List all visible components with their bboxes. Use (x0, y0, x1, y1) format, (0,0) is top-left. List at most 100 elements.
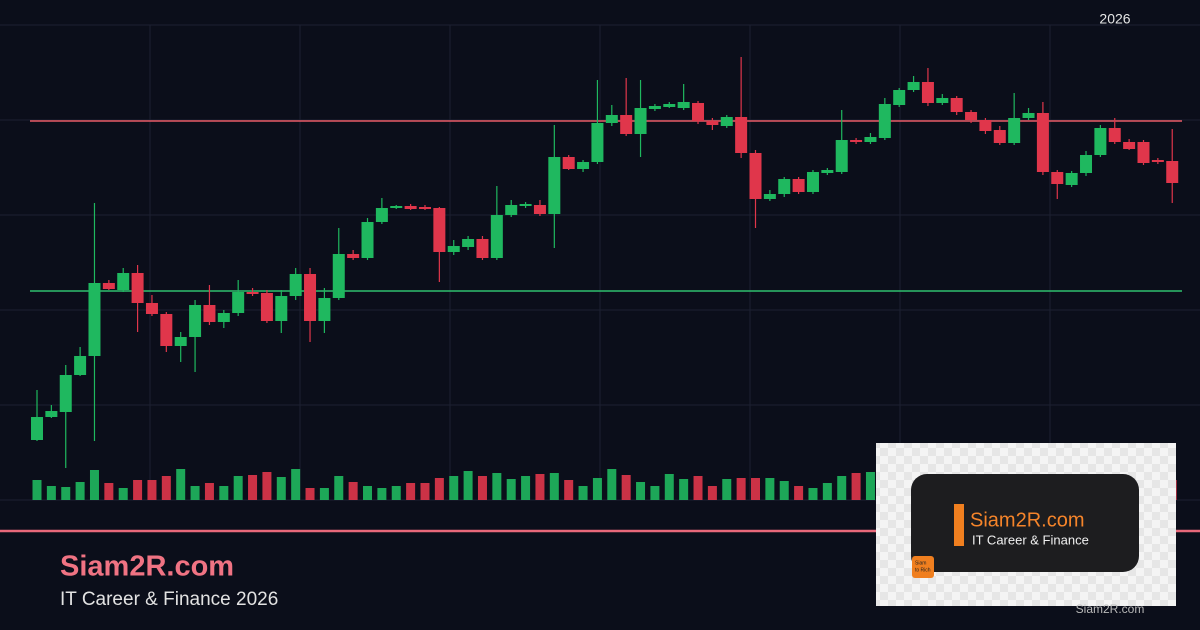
volume-bar (722, 479, 732, 500)
volume-bar (147, 480, 157, 500)
candle-body (965, 112, 978, 120)
candle-body (850, 140, 863, 142)
candle-body (720, 117, 733, 126)
volume-bar (751, 478, 760, 500)
volume-bar (535, 474, 545, 500)
volume-bar (636, 482, 646, 500)
candle-body (505, 205, 518, 215)
candle-body (232, 292, 245, 313)
logo-caption: Siam2R.com (1076, 602, 1145, 616)
volume-bar (808, 488, 818, 500)
candle-body (246, 292, 259, 294)
volume-bar (363, 486, 373, 500)
candle-body (907, 82, 920, 90)
candle-body (1108, 128, 1121, 142)
volume-bar (736, 478, 746, 500)
volume-bar (305, 488, 315, 500)
candle-body (1065, 173, 1078, 185)
candle-body (174, 337, 187, 346)
candle-body (878, 104, 891, 138)
volume-bar (664, 474, 674, 500)
candle-body (1051, 172, 1064, 184)
candle-body (519, 204, 532, 206)
volume-bar (693, 476, 703, 500)
volume-bar (607, 469, 617, 500)
candle-body (950, 98, 963, 112)
candle-body (1123, 142, 1136, 149)
candle-body (361, 222, 374, 258)
candle-body (418, 207, 431, 209)
volume-bar (248, 475, 258, 500)
candle-body (447, 246, 460, 252)
candle-body (390, 206, 403, 208)
candle-body (332, 254, 345, 298)
volume-bar (133, 480, 143, 500)
volume-bar (477, 476, 487, 500)
volume-bar (779, 481, 789, 500)
candle-body (893, 90, 906, 105)
candle-body (1094, 128, 1107, 155)
vertical-grid (149, 25, 1051, 500)
volume-bar (233, 476, 243, 500)
volume-bar (348, 482, 358, 500)
candle-body (260, 293, 273, 321)
candle-body (864, 137, 877, 142)
candle-body (936, 98, 949, 103)
volume-bar (549, 473, 559, 500)
candle-body (318, 298, 331, 321)
candle-body (648, 106, 661, 109)
volume-bar (578, 486, 588, 500)
volume-bar (564, 480, 574, 500)
volume-bar (463, 471, 473, 500)
volume-bar (449, 476, 459, 500)
volume-bar (61, 487, 71, 500)
candle-body (88, 283, 101, 356)
volume-bar (276, 477, 286, 500)
candle-body (993, 130, 1006, 143)
candle-body (217, 313, 230, 322)
candle-body (533, 205, 546, 214)
candle-body (117, 273, 130, 290)
candle-body (979, 120, 992, 131)
candle-body (706, 121, 719, 125)
candle-body (1008, 118, 1021, 143)
candle-body (1022, 113, 1035, 118)
candle-body (203, 305, 216, 322)
candle-body (735, 117, 748, 153)
volume-bar (621, 475, 631, 500)
logo-card (911, 474, 1139, 572)
candle-body (620, 115, 633, 134)
volume-bar (190, 486, 200, 500)
volume-bar (865, 472, 875, 500)
candle-body (1166, 161, 1179, 183)
volume-bar (592, 478, 602, 500)
volume-bar (32, 480, 42, 500)
candle-body (577, 162, 590, 169)
candle-body (1036, 113, 1049, 172)
volume-bar (219, 486, 229, 500)
candle-body (160, 314, 173, 346)
volume-bar (492, 473, 502, 500)
volume-bar (391, 486, 401, 500)
candle-body (792, 179, 805, 192)
candle-body (145, 303, 158, 314)
volume-bar (707, 486, 717, 500)
volume-bar (176, 469, 186, 500)
volume-bar (262, 472, 272, 500)
candle-body (275, 296, 288, 321)
logo-title: Siam2R.com (970, 509, 1084, 531)
logo: Siam2R.com IT Career & Finance Siam to R… (876, 443, 1176, 616)
candle-body (433, 208, 446, 252)
logo-bar (954, 504, 964, 546)
volume-bar (650, 486, 660, 500)
candle-body (375, 208, 388, 222)
candle-body (548, 157, 561, 214)
volume-bar (521, 476, 531, 500)
candle-body (806, 172, 819, 192)
candle-body (476, 239, 489, 258)
volume-bar (118, 488, 128, 500)
candle-body (102, 283, 115, 289)
volume-bar (822, 483, 832, 500)
badge-line: to Rich (915, 567, 931, 573)
